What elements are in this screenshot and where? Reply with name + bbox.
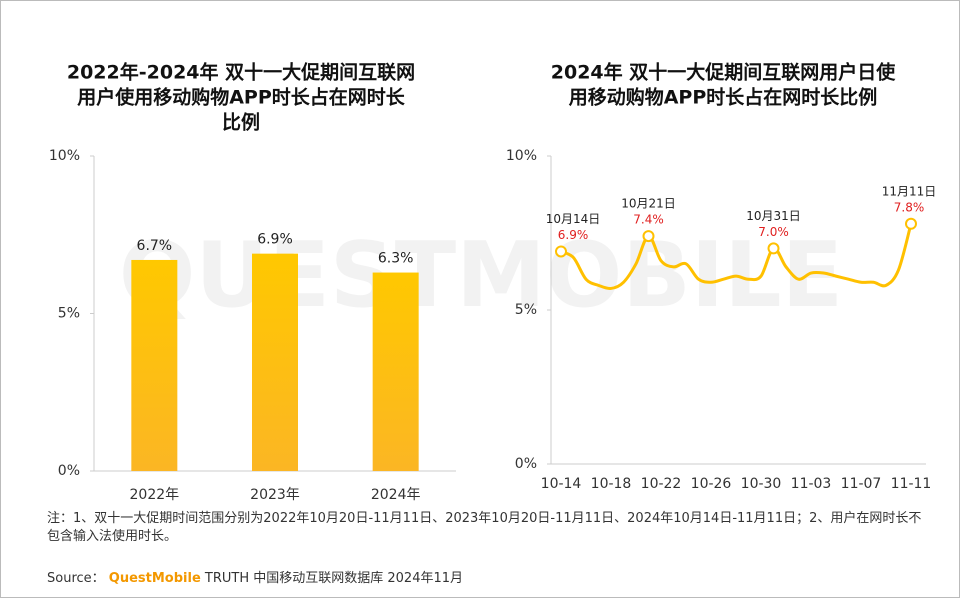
bar (131, 259, 178, 471)
chart-title: 2024年 双十一大促期间互联网用户日使 (551, 61, 896, 84)
point-marker (642, 230, 655, 243)
x-tick-label: 10-26 (691, 476, 732, 492)
y-tick-label: 10% (506, 148, 537, 164)
x-tick-label: 11-11 (891, 476, 932, 492)
chart-title: 用户使用移动购物APP时长占在网时长 (77, 86, 406, 109)
y-tick-label: 5% (515, 302, 537, 318)
date-label: 10月31日 (746, 209, 801, 223)
watermark: QUESTMOBILE (119, 223, 843, 328)
x-tick-label: 2022年 (130, 487, 180, 503)
value-label: 7.0% (758, 225, 789, 239)
x-tick-label: 10-14 (541, 476, 582, 492)
point-marker (905, 217, 917, 230)
value-label: 6.7% (137, 238, 173, 254)
y-tick-label: 10% (49, 148, 80, 164)
x-tick-label: 10-22 (641, 476, 682, 492)
chart-title: 2022年-2024年 双十一大促期间互联网 (67, 61, 415, 84)
source-brand: QuestMobile (108, 571, 201, 586)
value-label: 6.9% (257, 232, 293, 248)
y-tick-label: 0% (515, 456, 537, 472)
x-tick-label: 10-18 (591, 476, 632, 492)
x-tick-label: 10-30 (741, 476, 782, 492)
point-marker (767, 242, 780, 255)
x-tick-label: 11-07 (841, 476, 882, 492)
value-label: 7.8% (894, 200, 925, 214)
x-tick-label: 2024年 (371, 487, 421, 503)
date-label: 10月14日 (546, 212, 601, 226)
source: Source： QuestMobile TRUTH 中国移动互联网数据库 202… (47, 567, 463, 586)
value-label: 7.4% (633, 213, 664, 227)
point-marker (555, 245, 567, 258)
y-tick-label: 0% (58, 463, 80, 479)
line (560, 223, 913, 291)
value-label: 6.9% (558, 228, 589, 242)
bar (252, 253, 298, 471)
source-label: Source： (47, 571, 105, 586)
value-label: 6.3% (378, 251, 414, 267)
y-tick-label: 5% (58, 306, 80, 322)
chart-title: 比例 (222, 111, 260, 134)
date-label: 11月11日 (882, 184, 937, 198)
source-text: TRUTH 中国移动互联网数据库 2024年11月 (204, 571, 464, 586)
x-tick-label: 11-03 (791, 476, 832, 492)
chart-title: 用移动购物APP时长占在网时长比例 (569, 86, 878, 109)
note: 注：1、双十一大促期时间范围分别为2022年10月20日-11月11日、2023… (47, 511, 922, 544)
bar (372, 272, 419, 471)
x-tick-label: 2023年 (250, 487, 300, 503)
date-label: 10月21日 (621, 197, 676, 211)
